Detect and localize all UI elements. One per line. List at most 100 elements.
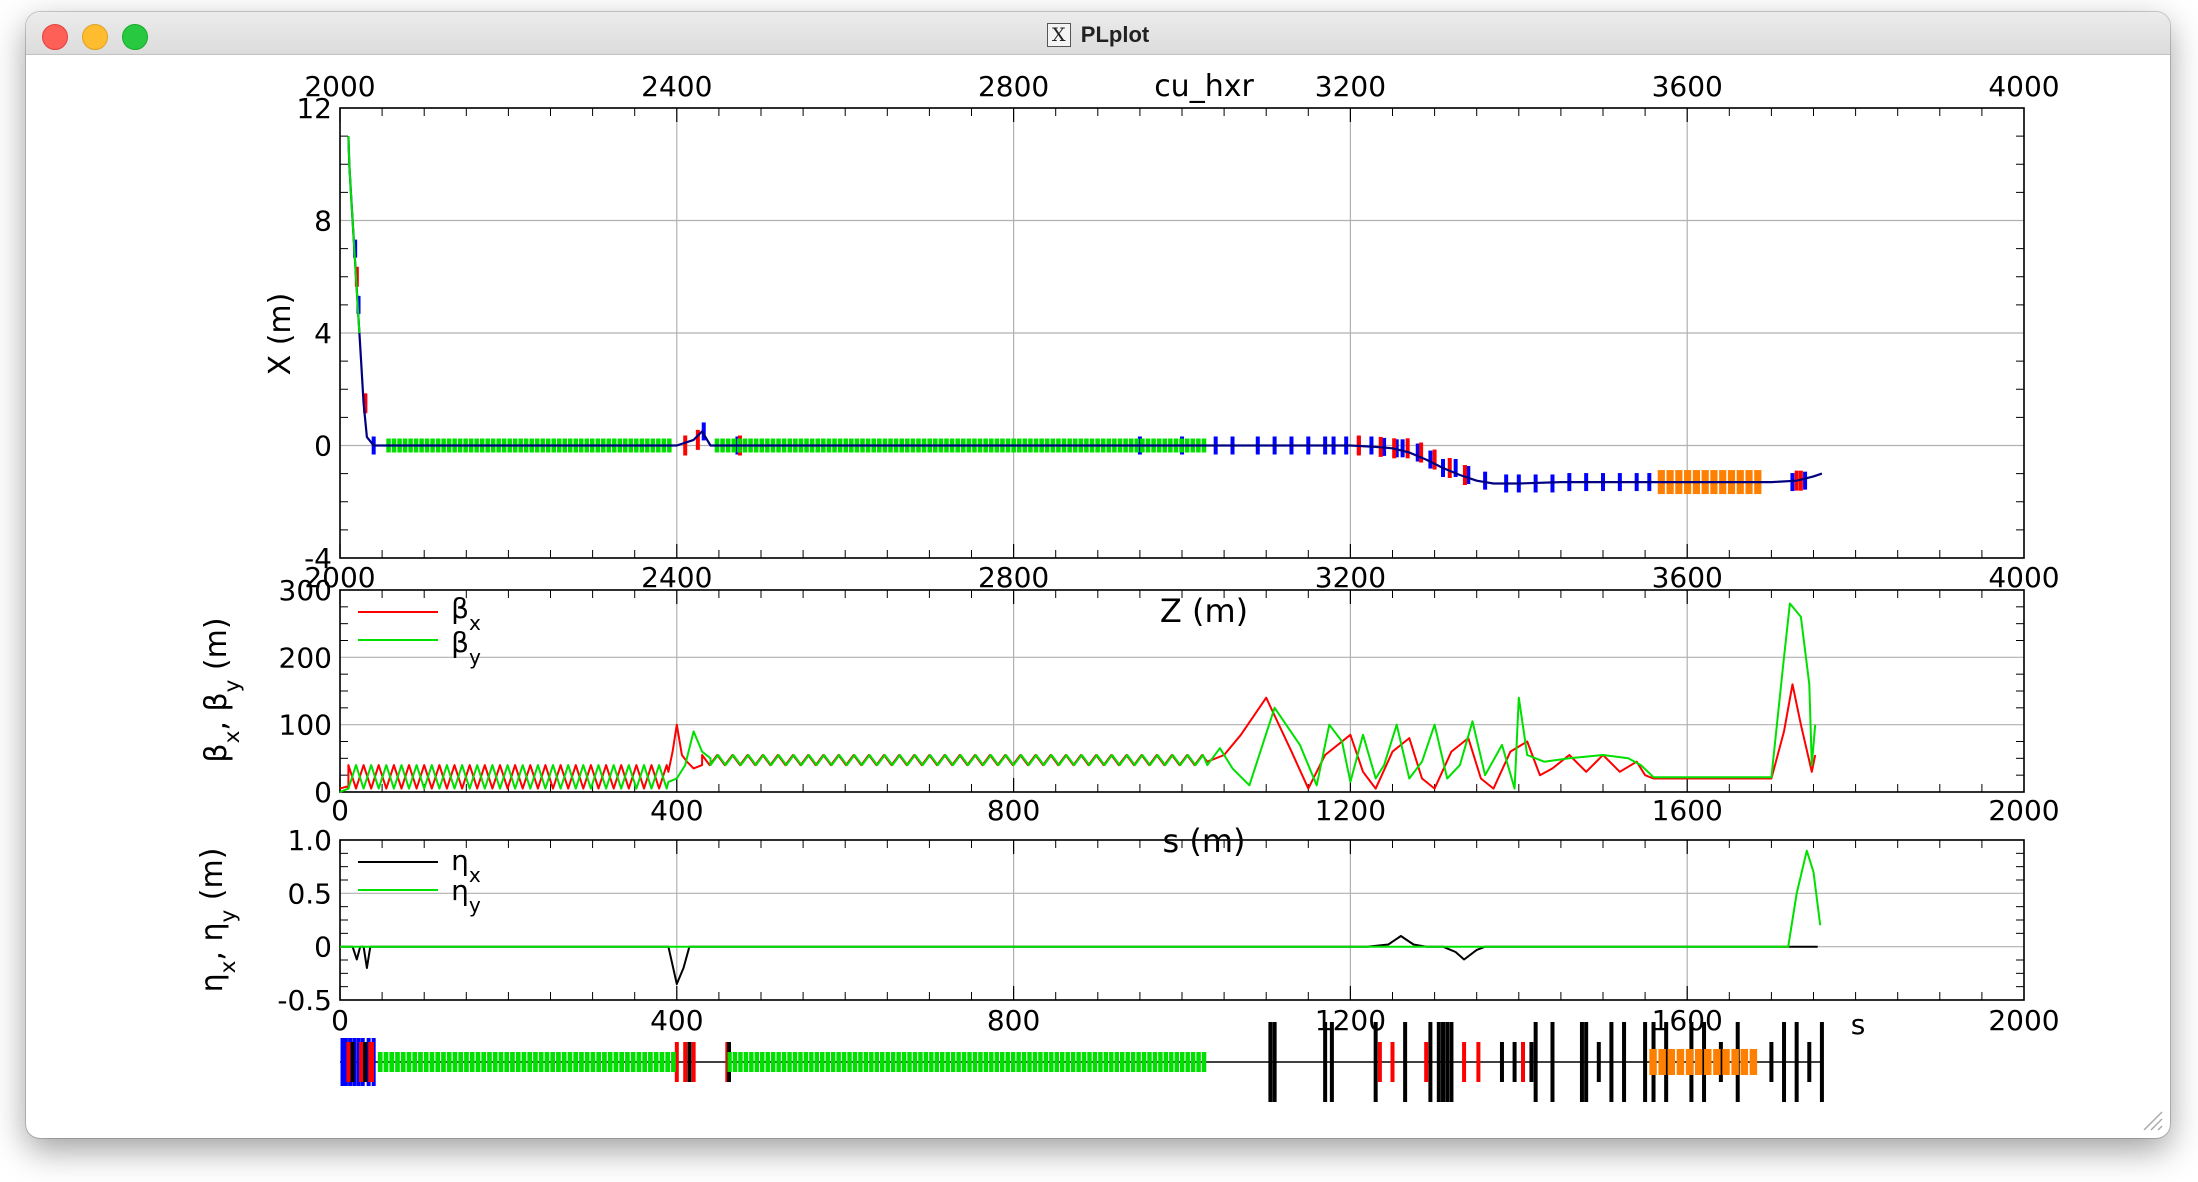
tall-element <box>1272 1022 1277 1102</box>
x-tick-label: 0 <box>331 794 349 827</box>
tall-element <box>1584 1022 1589 1102</box>
minimize-button[interactable] <box>82 24 108 50</box>
cavity-element <box>961 1052 967 1072</box>
cavity-element <box>1087 1052 1092 1072</box>
cavity-element <box>515 1052 521 1072</box>
blue-element <box>340 1038 345 1086</box>
beta-plot: 0 400 800 1200 1600 2000 0 100 200 300 s (m) βx, βy… <box>199 574 2060 860</box>
cavity-element <box>1021 1052 1027 1072</box>
black-element <box>687 1042 692 1082</box>
cavity-element <box>550 1052 556 1072</box>
cavity-element <box>770 1052 776 1072</box>
cavity-element <box>754 1052 760 1072</box>
tall-element <box>1445 1022 1450 1102</box>
cavity-element <box>630 1052 636 1072</box>
cavity-element <box>441 1052 446 1072</box>
undulator-element <box>1694 1049 1703 1075</box>
cavity-element <box>406 1052 412 1072</box>
cavity-element <box>918 1052 923 1072</box>
x-tick-label-top: 3200 <box>1315 70 1386 103</box>
x-tick-label: 2000 <box>1988 794 2059 827</box>
x-tick-label: 800 <box>987 1004 1040 1037</box>
cavity-element <box>1174 1052 1180 1072</box>
y-tick-label: 100 <box>279 709 332 742</box>
black-element <box>1512 1042 1517 1082</box>
cavity-element <box>956 1052 961 1072</box>
cavity-element <box>561 1052 567 1072</box>
cavity-element <box>1005 1052 1010 1072</box>
cavity-element <box>567 1052 573 1072</box>
zoom-button[interactable] <box>122 24 148 50</box>
orbit-plot: 2000 2000 2400 2400 2800 2800 3200 3200 3600 3600… <box>263 69 2060 630</box>
cavity-element <box>880 1052 885 1072</box>
y-axis-label: βx, βy (m) <box>199 617 245 762</box>
cavity-element <box>659 1052 665 1072</box>
tall-element <box>1533 1022 1538 1102</box>
undulator-element <box>1658 1049 1666 1075</box>
cavity-element <box>653 1052 659 1072</box>
close-button[interactable] <box>42 24 68 50</box>
cavity-element <box>469 1052 475 1072</box>
cavity-element <box>1043 1052 1049 1072</box>
beta-y-line <box>339 602 1817 793</box>
cavity-element <box>874 1052 880 1072</box>
quad-element <box>1790 473 1795 492</box>
cavity-element <box>1103 1052 1109 1072</box>
cavity-element <box>452 1052 458 1072</box>
undulator-element <box>1676 1049 1685 1075</box>
cavity-element <box>1201 1052 1207 1072</box>
bend-element <box>1405 438 1410 459</box>
cavity-element <box>738 1052 743 1072</box>
undulator-element <box>1749 1049 1758 1075</box>
cavity-element <box>1114 1052 1120 1072</box>
x-tick-label-top: 2000 <box>304 70 375 103</box>
tall-element <box>1436 1022 1441 1102</box>
cavity-element <box>665 1052 671 1072</box>
tall-element <box>1403 1022 1408 1102</box>
cavity-element <box>498 1052 504 1072</box>
red-element <box>359 1042 364 1082</box>
orbit-line <box>347 136 1823 485</box>
quad-element <box>1466 466 1471 485</box>
red-element <box>1390 1042 1395 1082</box>
cavity-element <box>760 1052 765 1072</box>
cavity-element <box>1076 1052 1081 1072</box>
bend-element <box>1419 442 1424 463</box>
resize-grip-icon[interactable] <box>2140 1108 2164 1132</box>
cavity-element <box>732 1052 738 1072</box>
x-tick-label: 1600 <box>1652 1004 1723 1037</box>
cavity-element <box>1010 1052 1016 1072</box>
cavity-element <box>787 1052 792 1072</box>
cavity-element <box>929 1052 934 1072</box>
cavity-element <box>1109 1052 1114 1072</box>
title-group: X PLplot <box>26 22 2170 48</box>
cavity-element <box>613 1052 619 1072</box>
cavity-element <box>544 1052 550 1072</box>
x-tick-label-top: 2400 <box>641 70 712 103</box>
cavity-element <box>978 1052 983 1072</box>
x-tick-label: 2000 <box>1988 1004 2059 1037</box>
cavity-element <box>1065 1052 1070 1072</box>
cavity-element <box>792 1052 798 1072</box>
y-tick-label: -0.5 <box>277 984 332 1017</box>
blue-element <box>356 1038 361 1086</box>
cavity-element <box>377 1052 383 1072</box>
tall-element <box>1643 1022 1648 1102</box>
red-element <box>1377 1042 1382 1082</box>
red-element <box>1462 1042 1467 1082</box>
cavity-element <box>1185 1052 1190 1072</box>
red-element <box>1476 1042 1481 1082</box>
x-tick-label: 800 <box>987 794 1040 827</box>
undulator-element <box>1740 1049 1749 1075</box>
cavity-element <box>776 1052 781 1072</box>
quad-element <box>1483 471 1488 490</box>
cavity-element <box>994 1052 1000 1072</box>
cavity-element <box>636 1052 642 1072</box>
cavity-element <box>527 1052 533 1072</box>
cavity-element <box>923 1052 929 1072</box>
cavity-element <box>1000 1052 1005 1072</box>
x-tick-label-bottom: 3600 <box>1652 561 1723 594</box>
cavity-element <box>869 1052 874 1072</box>
plplot-window: X PLplot 2000 2000 2400 2400 2800 2800 3200 3200… <box>26 12 2170 1138</box>
